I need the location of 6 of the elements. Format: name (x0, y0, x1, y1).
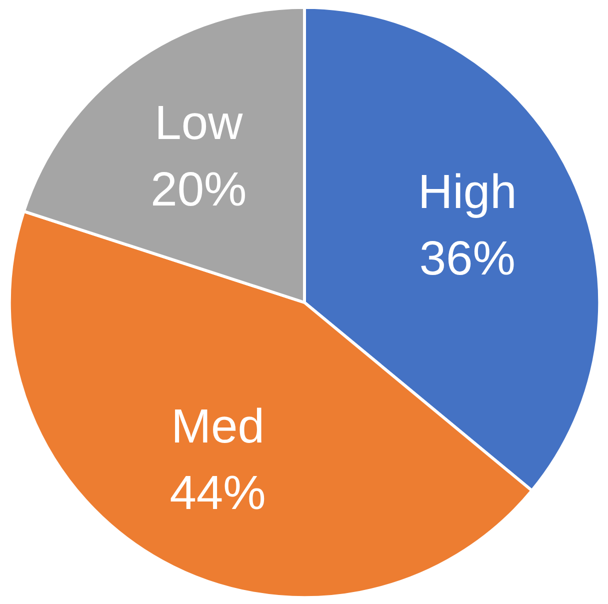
data-label: 20% (150, 163, 247, 216)
slice-label: Med (171, 400, 264, 454)
slice-label: Low (154, 97, 244, 150)
data-label: 44% (170, 466, 266, 520)
data-label: 36% (419, 232, 516, 286)
slice-label: High (418, 166, 517, 220)
